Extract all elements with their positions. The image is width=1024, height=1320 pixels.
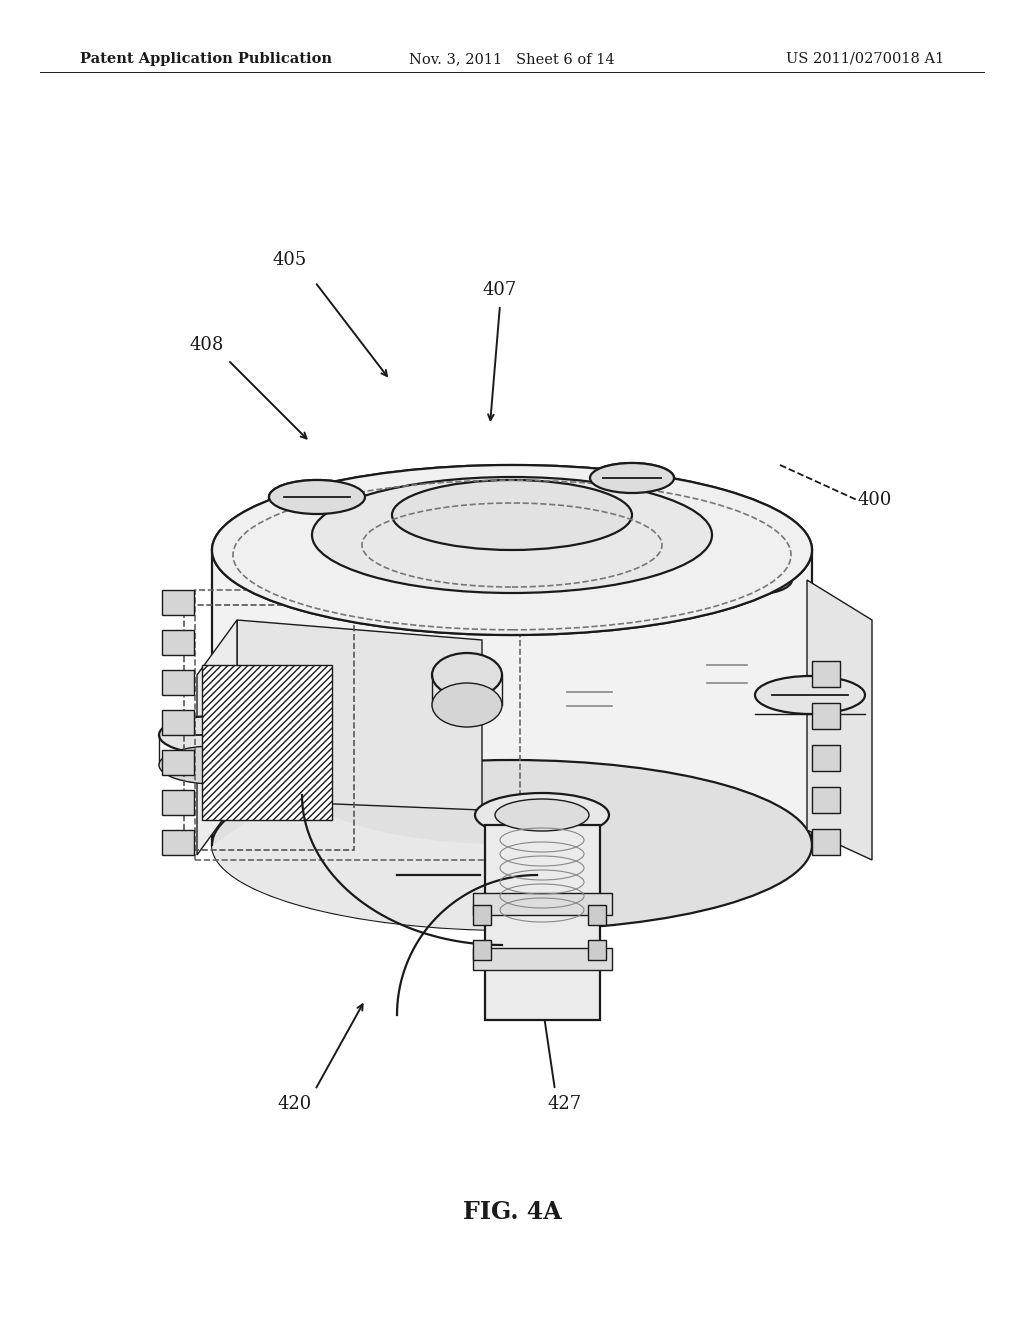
Text: 427: 427: [548, 1096, 582, 1113]
Polygon shape: [212, 785, 512, 931]
Ellipse shape: [708, 565, 792, 595]
Bar: [162, 830, 194, 855]
Ellipse shape: [212, 760, 812, 931]
Ellipse shape: [212, 465, 812, 635]
Bar: [162, 590, 194, 615]
Bar: [195, 590, 520, 861]
Ellipse shape: [432, 653, 502, 697]
Ellipse shape: [590, 463, 674, 492]
Bar: [812, 829, 840, 855]
Text: 408: 408: [189, 337, 224, 354]
Bar: [162, 710, 194, 735]
Bar: [588, 940, 606, 960]
Ellipse shape: [212, 465, 812, 635]
Bar: [812, 661, 840, 686]
Bar: [162, 671, 194, 696]
Bar: [812, 744, 840, 771]
Text: 420: 420: [278, 1096, 312, 1113]
Bar: [473, 894, 612, 915]
Bar: [162, 789, 194, 814]
Bar: [162, 630, 194, 655]
Polygon shape: [807, 579, 872, 861]
Ellipse shape: [269, 480, 365, 513]
Ellipse shape: [159, 715, 269, 754]
Bar: [812, 787, 840, 813]
Polygon shape: [197, 620, 237, 855]
Bar: [473, 948, 612, 970]
Text: 400: 400: [858, 491, 892, 510]
Text: 407: 407: [483, 281, 517, 300]
Ellipse shape: [475, 793, 609, 837]
Bar: [485, 825, 600, 1020]
Ellipse shape: [392, 480, 632, 550]
Bar: [184, 605, 354, 850]
Ellipse shape: [755, 676, 865, 714]
Ellipse shape: [495, 799, 589, 832]
Text: 405: 405: [272, 251, 307, 269]
Text: Nov. 3, 2011   Sheet 6 of 14: Nov. 3, 2011 Sheet 6 of 14: [410, 51, 614, 66]
Text: US 2011/0270018 A1: US 2011/0270018 A1: [785, 51, 944, 66]
Bar: [812, 704, 840, 729]
Ellipse shape: [312, 477, 712, 593]
Bar: [162, 750, 194, 775]
Text: FIG. 4A: FIG. 4A: [463, 1200, 561, 1224]
Text: Patent Application Publication: Patent Application Publication: [80, 51, 332, 66]
Ellipse shape: [590, 463, 674, 492]
Bar: [473, 940, 490, 960]
Ellipse shape: [432, 682, 502, 727]
Bar: [473, 906, 490, 925]
Bar: [588, 906, 606, 925]
Ellipse shape: [312, 477, 712, 593]
Polygon shape: [212, 550, 812, 931]
Polygon shape: [237, 620, 482, 810]
Bar: [202, 665, 332, 820]
Ellipse shape: [269, 480, 365, 513]
Ellipse shape: [392, 480, 632, 550]
Ellipse shape: [159, 746, 269, 784]
